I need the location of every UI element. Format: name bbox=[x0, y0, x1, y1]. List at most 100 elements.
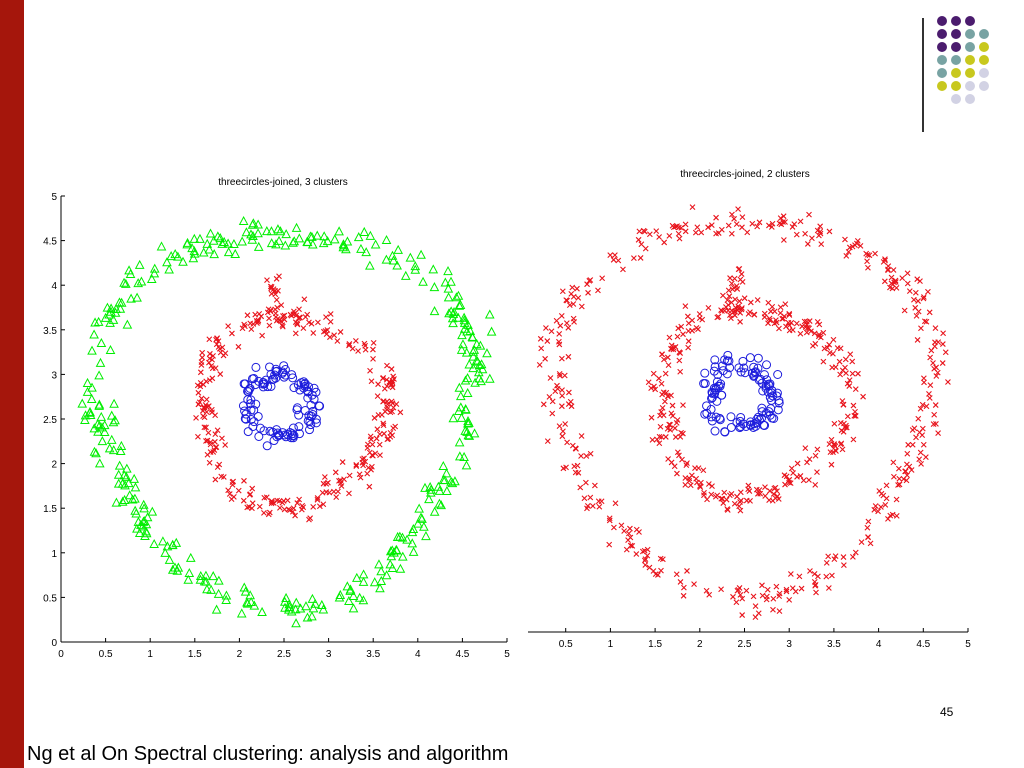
data-point-triangle bbox=[438, 460, 449, 471]
data-point-x bbox=[290, 505, 297, 512]
data-point-triangle bbox=[361, 247, 372, 257]
data-point-x bbox=[802, 230, 809, 237]
data-point-circle bbox=[254, 431, 264, 441]
data-point-x bbox=[314, 495, 321, 501]
data-point-x bbox=[381, 430, 387, 437]
data-point-x bbox=[789, 224, 796, 230]
data-point-x bbox=[641, 557, 648, 564]
data-point-x bbox=[903, 477, 910, 484]
data-point-x bbox=[577, 484, 584, 491]
data-point-x bbox=[786, 322, 793, 329]
data-point-circle bbox=[292, 405, 302, 415]
data-point-triangle bbox=[117, 496, 128, 506]
data-point-x bbox=[277, 317, 283, 323]
data-point-x bbox=[725, 307, 732, 314]
data-point-x bbox=[888, 274, 895, 281]
data-point-x bbox=[812, 452, 819, 459]
data-point-x bbox=[828, 436, 835, 443]
data-point-x bbox=[725, 287, 732, 294]
data-point-circle bbox=[267, 375, 277, 385]
data-point-x bbox=[384, 406, 390, 413]
data-point-circle bbox=[304, 382, 314, 392]
data-point-x bbox=[195, 401, 202, 408]
data-point-triangle bbox=[119, 470, 130, 480]
data-point-triangle bbox=[381, 570, 392, 580]
data-point-x bbox=[209, 409, 215, 416]
data-point-x bbox=[284, 497, 291, 504]
data-point-circle bbox=[746, 420, 756, 430]
data-point-x bbox=[814, 446, 821, 453]
data-point-x bbox=[562, 421, 569, 427]
decor-dot bbox=[937, 81, 947, 91]
data-point-x bbox=[814, 469, 820, 476]
data-point-triangle bbox=[173, 562, 184, 572]
data-point-x bbox=[301, 296, 308, 303]
data-point-x bbox=[761, 310, 768, 317]
data-point-x bbox=[843, 370, 849, 377]
y-tick-label: 4 bbox=[51, 281, 57, 292]
data-point-circle bbox=[259, 379, 269, 389]
data-point-x bbox=[676, 357, 683, 364]
data-point-triangle bbox=[108, 445, 119, 455]
data-point-x bbox=[640, 227, 647, 234]
data-point-x bbox=[737, 489, 744, 496]
data-point-triangle bbox=[208, 235, 219, 245]
data-point-x bbox=[875, 508, 881, 515]
data-point-x bbox=[812, 581, 819, 588]
data-point-circle bbox=[278, 367, 288, 377]
data-point-x bbox=[754, 223, 761, 230]
data-point-x bbox=[323, 314, 329, 320]
x-tick-label: 4.5 bbox=[455, 649, 469, 660]
y-tick-label: 0.5 bbox=[43, 593, 57, 604]
data-point-triangle bbox=[476, 359, 487, 369]
data-point-triangle bbox=[460, 375, 471, 385]
data-point-triangle bbox=[318, 238, 329, 248]
data-point-x bbox=[292, 330, 299, 337]
data-point-triangle bbox=[122, 463, 132, 473]
data-point-triangle bbox=[302, 612, 313, 622]
data-point-triangle bbox=[397, 532, 408, 542]
data-point-x bbox=[747, 299, 754, 306]
data-point-triangle bbox=[469, 344, 480, 354]
decor-dot bbox=[937, 55, 947, 65]
data-point-x bbox=[807, 568, 813, 574]
data-point-triangle bbox=[199, 576, 210, 586]
data-point-x bbox=[682, 228, 689, 235]
data-point-x bbox=[331, 332, 338, 339]
data-point-x bbox=[811, 570, 818, 577]
y-tick-label: 2.5 bbox=[43, 415, 57, 426]
data-point-triangle bbox=[283, 604, 294, 614]
data-point-x bbox=[923, 403, 930, 410]
data-point-triangle bbox=[133, 516, 144, 526]
data-point-x bbox=[885, 266, 891, 273]
data-point-triangle bbox=[158, 536, 168, 546]
data-point-x bbox=[881, 278, 888, 285]
data-point-x bbox=[823, 559, 830, 566]
data-point-x bbox=[564, 439, 570, 446]
data-point-x bbox=[786, 596, 793, 603]
data-point-x bbox=[739, 595, 746, 602]
data-point-x bbox=[375, 381, 381, 388]
data-point-circle bbox=[308, 410, 318, 420]
data-point-triangle bbox=[463, 416, 473, 426]
data-point-x bbox=[737, 309, 744, 316]
data-point-x bbox=[783, 323, 789, 330]
data-point-x bbox=[675, 230, 682, 237]
data-point-triangle bbox=[455, 299, 466, 310]
data-point-x bbox=[796, 573, 803, 580]
y-tick-label: 0 bbox=[51, 638, 57, 649]
data-point-triangle bbox=[455, 391, 466, 401]
data-point-x bbox=[656, 440, 663, 447]
data-point-triangle bbox=[348, 590, 359, 601]
data-point-x bbox=[840, 554, 847, 560]
data-point-circle bbox=[735, 416, 745, 426]
data-point-x bbox=[672, 344, 679, 350]
data-point-x bbox=[554, 382, 560, 389]
data-point-x bbox=[685, 344, 692, 351]
data-point-x bbox=[765, 320, 771, 327]
data-point-x bbox=[203, 438, 209, 444]
data-point-triangle bbox=[82, 386, 93, 396]
data-point-x bbox=[346, 472, 353, 479]
decor-dot bbox=[951, 81, 961, 91]
